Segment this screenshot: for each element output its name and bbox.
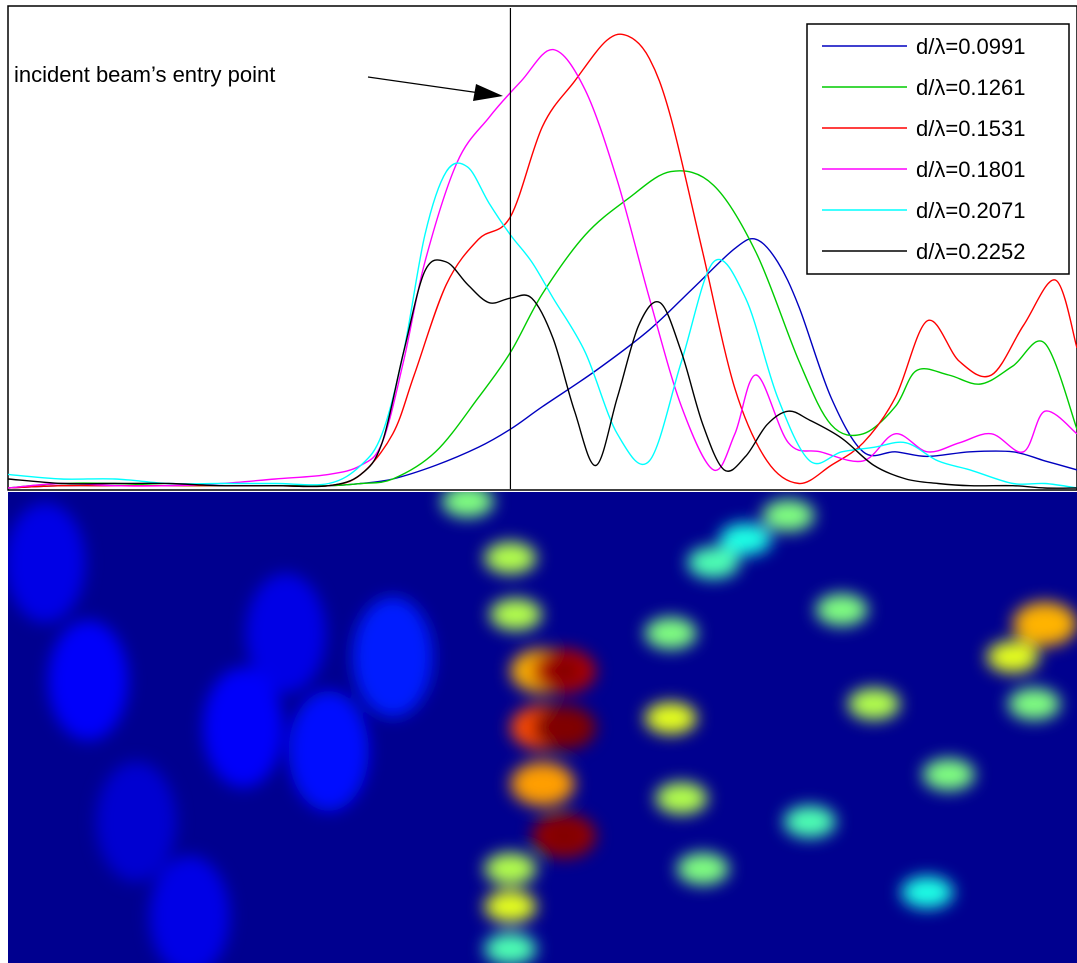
annotation-text: incident beam’s entry point <box>14 62 275 87</box>
legend-label-1: d/λ=0.1261 <box>916 75 1025 100</box>
heatmap-cell-24 <box>687 546 740 579</box>
heatmap-cell-6 <box>288 691 369 811</box>
heatmap-cell-0 <box>8 502 86 623</box>
heatmap-cell-29 <box>783 805 836 838</box>
legend-label-2: d/λ=0.1531 <box>916 116 1025 141</box>
series-layer <box>8 33 1077 489</box>
heatmap-cell-15 <box>510 762 575 806</box>
heatmap-cell-31 <box>922 758 975 791</box>
series-line-5 <box>8 259 1077 489</box>
heatmap-cell-28 <box>847 688 900 720</box>
heatmap-cell-33 <box>1012 601 1077 646</box>
heatmap-core-14 <box>546 715 582 740</box>
annotation-arrow-line <box>367 76 495 96</box>
heatmap-cell-7 <box>352 596 433 717</box>
heatmap-cell-23 <box>676 852 729 885</box>
heatmap-core-13 <box>546 658 582 684</box>
heatmap-cell-32 <box>986 640 1039 673</box>
legend-label-3: d/λ=0.1801 <box>916 157 1025 182</box>
heatmap-cell-34 <box>1008 688 1061 720</box>
heatmap-cell-20 <box>644 617 697 650</box>
heatmap-cell-18 <box>484 890 537 923</box>
annotation: incident beam’s entry point <box>14 62 503 101</box>
legend-box <box>806 23 1070 275</box>
heatmap-cell-4 <box>203 667 284 788</box>
heatmap-cell-26 <box>762 499 815 532</box>
heatmap-field <box>8 492 1077 963</box>
series-line-3 <box>8 48 1077 489</box>
heatmap-cell-25 <box>719 523 772 556</box>
annotation-arrowhead <box>473 84 503 101</box>
heatmap-cell-21 <box>644 702 697 735</box>
series-line-4 <box>8 162 1077 489</box>
heatmap-cell-9 <box>484 541 537 574</box>
legend: d/λ=0.0991 d/λ=0.1261 d/λ=0.1531 d/λ=0.1801… <box>806 23 1070 275</box>
heatmap-cell-30 <box>901 876 954 909</box>
line-plot: incident beam’s entry point d/λ=0.0991d/… <box>7 5 1077 491</box>
heatmap-cell-8 <box>441 492 494 518</box>
heatmap-cell-5 <box>245 573 326 694</box>
heatmap-cell-10 <box>489 598 542 631</box>
heatmap-cell-22 <box>655 782 708 815</box>
heatmap-cell-19 <box>484 932 537 963</box>
heatmap-core-16 <box>546 823 582 848</box>
heatmap-cell-27 <box>815 593 868 626</box>
legend-label-0: d/λ=0.0991 <box>916 34 1025 59</box>
legend-label-5: d/λ=0.2252 <box>916 239 1025 264</box>
heatmap-cell-3 <box>149 855 230 963</box>
heatmap-cell-17 <box>484 852 537 885</box>
legend-label-4: d/λ=0.2071 <box>916 198 1025 223</box>
heatmap <box>8 492 1077 963</box>
heatmap-cell-1 <box>48 620 129 741</box>
heatmap-cell-2 <box>96 761 177 882</box>
